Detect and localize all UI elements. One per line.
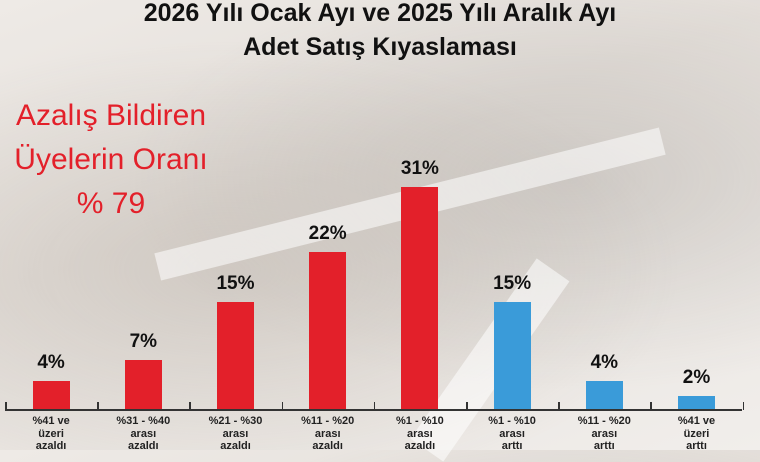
x-axis — [5, 409, 742, 411]
callout-line1: Azalış Bildiren — [15, 99, 207, 132]
category-label: %31 - %40 arası azaldı — [116, 415, 171, 452]
bar-value-label: 7% — [129, 330, 158, 352]
bar-value-label: 4% — [590, 352, 619, 374]
bar-value-label: 22% — [308, 222, 347, 244]
axis-tick — [281, 402, 284, 410]
axis-tick — [5, 402, 7, 410]
axis-tick — [650, 402, 652, 410]
bar — [493, 302, 531, 410]
category-label: %1 - %10 arası arttı — [488, 415, 536, 452]
bar-value-label: 15% — [216, 273, 255, 294]
axis-tick — [97, 402, 99, 410]
bar — [309, 251, 347, 410]
bar — [32, 381, 70, 410]
bar — [217, 302, 254, 410]
category-label: %11 - %20 arası arttı — [577, 415, 631, 452]
category-label: %21 - %30 arası azaldı — [208, 415, 263, 452]
axis-tick — [558, 402, 560, 410]
chart-title-line2: Adet Satış Kıyaslaması — [243, 33, 517, 61]
bar — [124, 359, 162, 410]
bar — [585, 381, 623, 410]
bar — [678, 395, 715, 410]
chart-title-line1: 2026 Yılı Ocak Ayı ve 2025 Yılı Aralık A… — [143, 0, 617, 27]
axis-tick — [742, 402, 745, 410]
category-label: %1 - %10 arası azaldı — [396, 415, 444, 452]
bar — [401, 186, 439, 410]
bar-value-label: 31% — [400, 157, 439, 179]
category-label: %41 ve üzeri azaldı — [32, 415, 70, 452]
axis-tick — [189, 402, 191, 410]
bar-value-label: 15% — [493, 273, 532, 294]
bar-value-label: 2% — [682, 366, 711, 388]
callout-line2: Üyelerin Oranı — [14, 143, 208, 176]
axis-tick — [373, 402, 376, 410]
category-label: %11 - %20 arası azaldı — [301, 415, 355, 452]
bar-value-label: 4% — [37, 352, 65, 374]
axis-tick — [466, 402, 468, 410]
callout-percentage: % 79 — [76, 187, 146, 220]
category-label: %41 ve üzeri arttı — [677, 415, 716, 452]
